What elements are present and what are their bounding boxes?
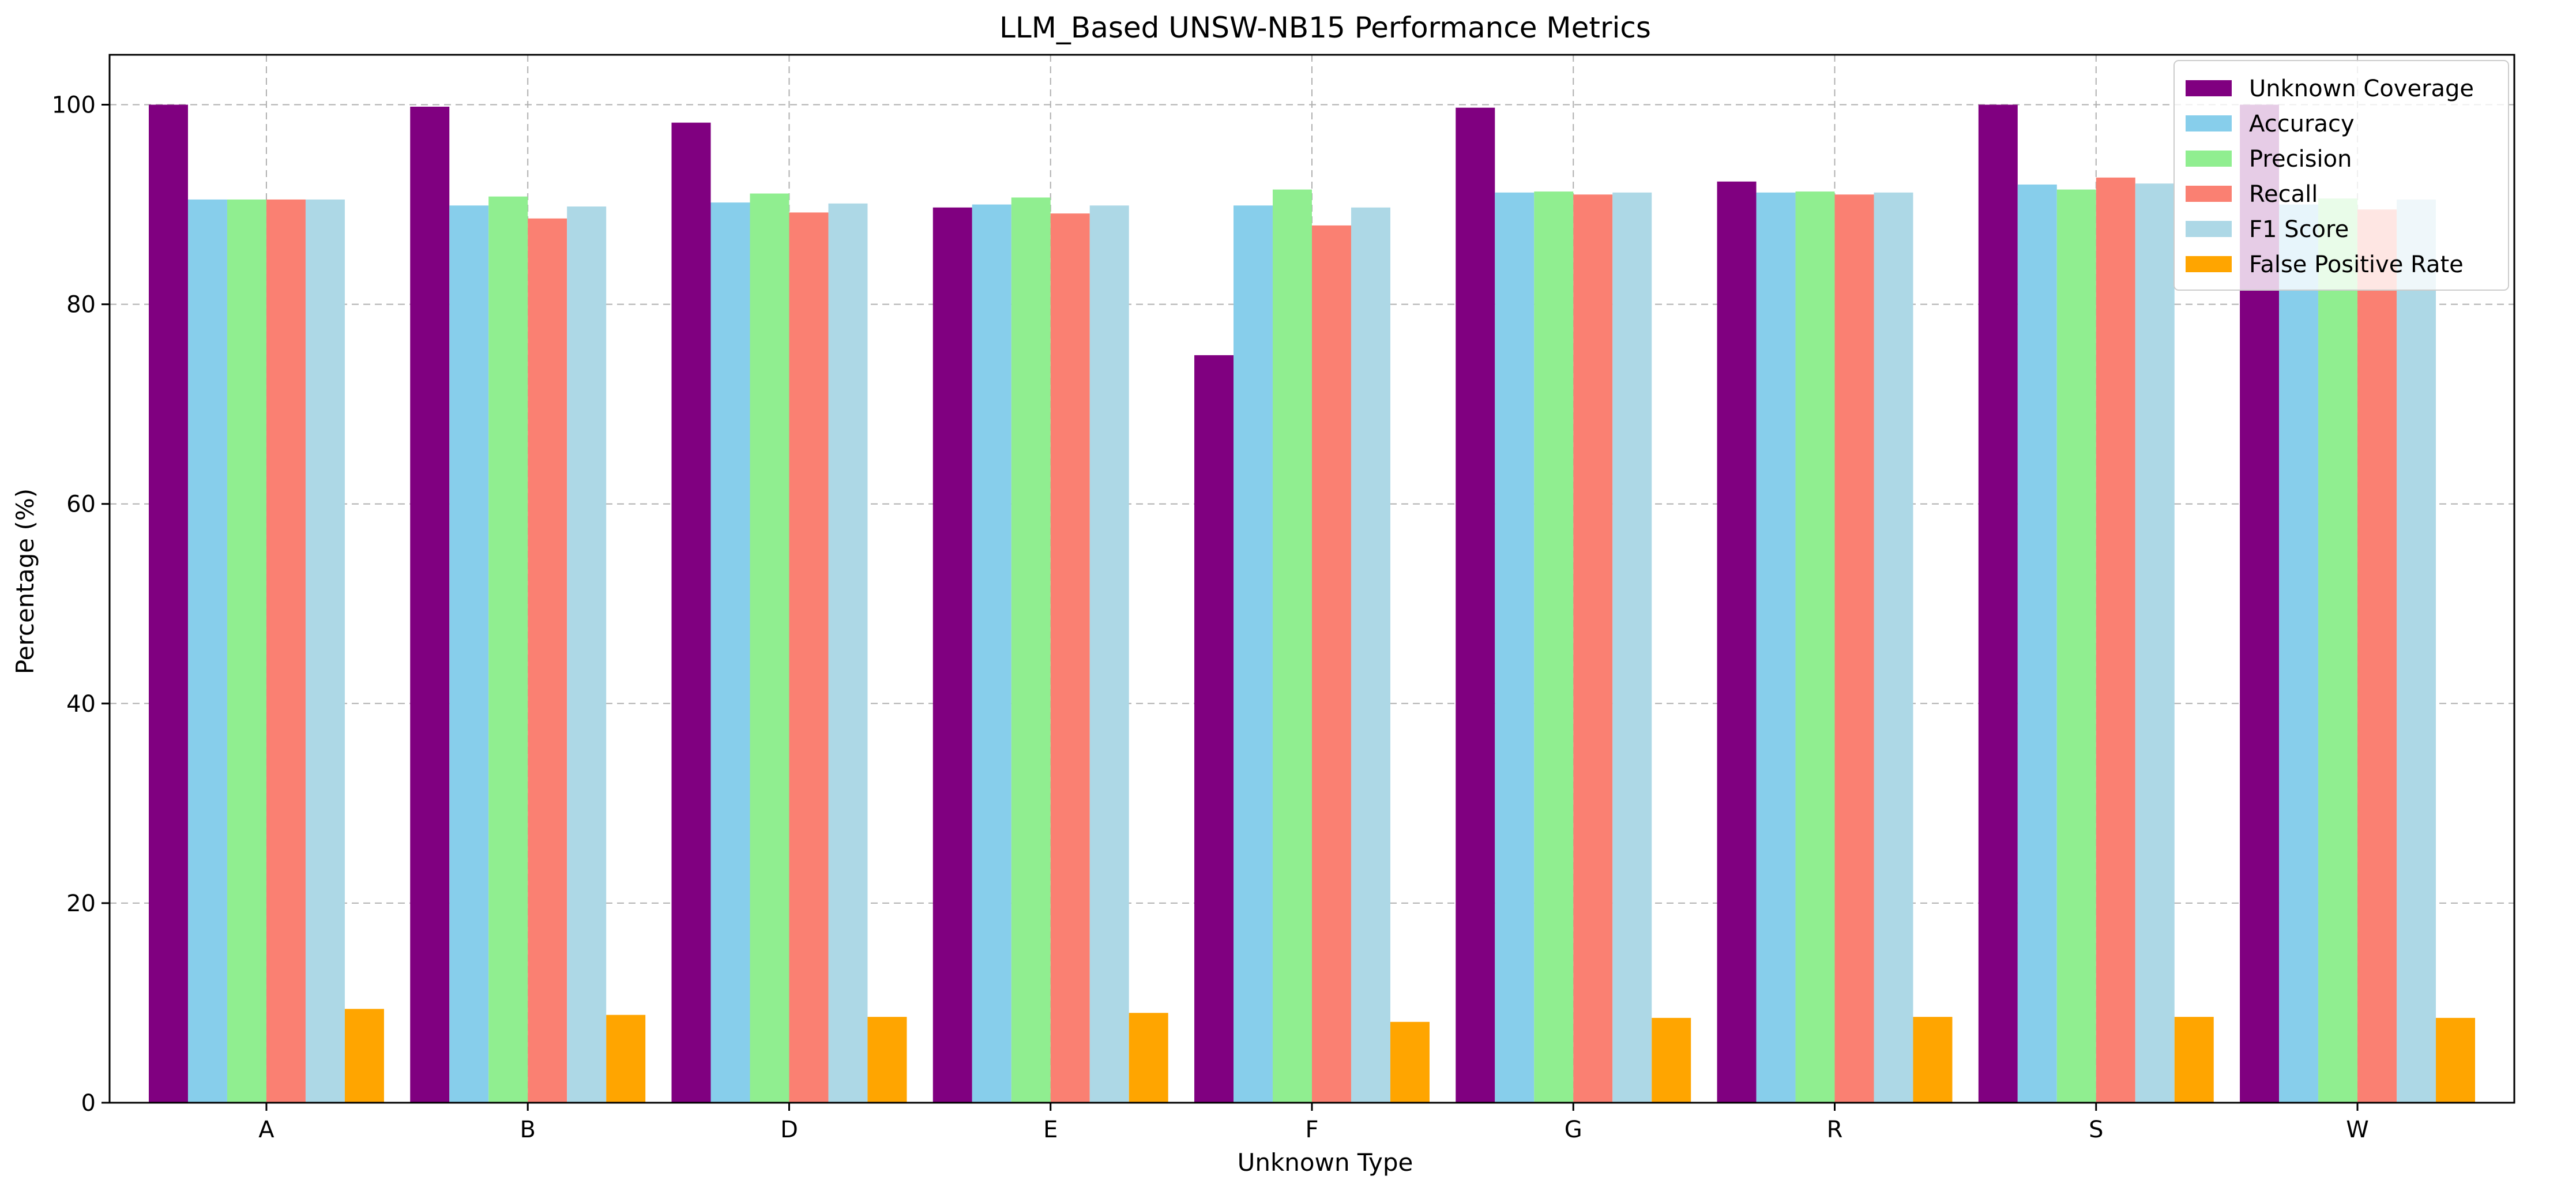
legend: Unknown Coverage Accuracy Precision Recall F…: [2173, 60, 2509, 291]
bar-accuracy: [1495, 192, 1535, 1103]
bar-unknown-coverage: [1717, 181, 1757, 1103]
y-tick-label: 60: [66, 491, 96, 518]
y-tick-label: 100: [52, 92, 96, 119]
bar-f1-score: [1612, 192, 1652, 1103]
bar-precision: [2056, 189, 2096, 1103]
bar-false-positive-rate: [344, 1009, 384, 1103]
legend-swatch: [2186, 115, 2232, 131]
bar-recall: [1573, 194, 1613, 1103]
legend-swatch: [2186, 151, 2232, 167]
bars: [148, 104, 2476, 1103]
bar-accuracy: [187, 199, 227, 1103]
bar-unknown-coverage: [932, 207, 972, 1103]
bar-false-positive-rate: [1652, 1017, 1691, 1103]
legend-label: F1 Score: [2249, 216, 2349, 243]
x-tick-label: A: [258, 1117, 274, 1143]
bar-recall: [266, 199, 306, 1103]
legend-swatch: [2186, 221, 2232, 237]
bar-recall: [1834, 194, 1874, 1103]
bar-f1-score: [2397, 199, 2436, 1103]
legend-swatch: [2186, 80, 2232, 96]
bar-precision: [1795, 191, 1835, 1103]
x-axis-label: Unknown Type: [1238, 1148, 1413, 1177]
bar-precision: [488, 196, 528, 1103]
legend-label: Precision: [2249, 146, 2352, 172]
y-axis-label: Percentage (%): [11, 488, 39, 674]
legend-box: [2173, 60, 2509, 291]
bar-recall: [528, 218, 567, 1103]
x-tick-label: R: [1827, 1117, 1843, 1143]
bar-f1-score: [828, 203, 868, 1103]
x-tick-label: D: [780, 1117, 798, 1143]
legend-label: Accuracy: [2249, 111, 2355, 137]
y-tick-label: 40: [66, 691, 96, 717]
x-tick-label: S: [2089, 1117, 2103, 1143]
bar-precision: [1273, 189, 1312, 1103]
x-tick-label: G: [1565, 1117, 1582, 1143]
bar-f1-score: [305, 199, 345, 1103]
bar-precision: [750, 193, 789, 1103]
bar-unknown-coverage: [410, 106, 450, 1103]
x-tick-label: B: [520, 1117, 535, 1143]
bar-precision: [1011, 197, 1051, 1103]
chart-title: LLM_Based UNSW-NB15 Performance Metrics: [999, 11, 1651, 44]
legend-swatch: [2186, 256, 2232, 272]
bar-recall: [1050, 213, 1090, 1103]
bar-false-positive-rate: [867, 1017, 907, 1103]
legend-label: Recall: [2249, 181, 2318, 208]
bar-false-positive-rate: [1129, 1013, 1168, 1103]
legend-swatch: [2186, 186, 2232, 202]
x-tick-label: E: [1043, 1117, 1058, 1143]
bar-precision: [2318, 198, 2358, 1103]
bar-f1-score: [567, 206, 607, 1103]
x-tick-label: W: [2346, 1117, 2369, 1143]
bar-accuracy: [2279, 204, 2319, 1103]
bar-accuracy: [710, 202, 750, 1103]
y-tick-label: 80: [66, 292, 96, 318]
bar-recall: [789, 212, 829, 1103]
ticks: 0 20 40 60 80 100 A B D E F G R S W: [52, 92, 2369, 1143]
bar-accuracy: [1234, 205, 1273, 1103]
bar-recall: [2357, 209, 2397, 1103]
bar-unknown-coverage: [148, 104, 188, 1103]
y-tick-label: 0: [81, 1090, 96, 1117]
x-tick-label: F: [1305, 1117, 1318, 1143]
bar-false-positive-rate: [606, 1014, 646, 1103]
bar-f1-score: [1874, 192, 1913, 1103]
bar-f1-score: [1089, 205, 1129, 1103]
bar-f1-score: [1351, 207, 1390, 1103]
legend-label: False Positive Rate: [2249, 251, 2464, 278]
y-tick-label: 20: [66, 890, 96, 917]
bar-accuracy: [2017, 184, 2057, 1103]
bar-unknown-coverage: [1194, 355, 1234, 1103]
bar-precision: [227, 199, 266, 1103]
bar-unknown-coverage: [671, 122, 711, 1103]
bar-unknown-coverage: [1978, 104, 2018, 1103]
bar-false-positive-rate: [2174, 1017, 2214, 1103]
bar-unknown-coverage: [1456, 107, 1495, 1103]
bar-accuracy: [1756, 192, 1796, 1103]
bar-accuracy: [449, 205, 489, 1103]
bar-precision: [1534, 191, 1574, 1103]
bar-accuracy: [972, 204, 1011, 1103]
bar-f1-score: [2135, 183, 2175, 1103]
bar-recall: [2096, 177, 2135, 1103]
bar-recall: [1312, 225, 1351, 1103]
bar-false-positive-rate: [1390, 1021, 1430, 1103]
bar-false-positive-rate: [2436, 1017, 2476, 1103]
bar-false-positive-rate: [1913, 1017, 1953, 1103]
legend-label: Unknown Coverage: [2249, 76, 2474, 102]
